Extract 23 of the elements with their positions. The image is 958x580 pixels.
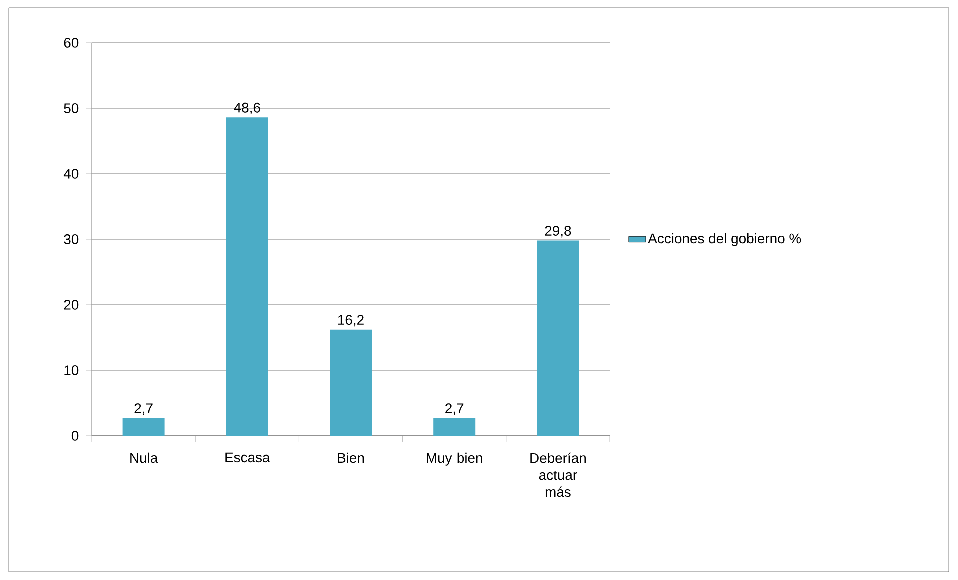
y-tick-label: 50 [64,104,79,114]
y-tick-label: 0 [72,431,79,441]
bar [122,418,165,436]
bar [330,330,372,436]
legend-label: Acciones del gobierno % [648,233,802,246]
y-tick-label: 10 [64,366,79,376]
data-label: 2,7 [134,404,153,416]
x-tick-label: Deberían actuar más [530,452,586,498]
y-tick-label: 40 [64,169,79,179]
bar [226,118,268,436]
bar [537,240,580,436]
x-tick-label: Nula [130,452,158,464]
y-tick-label: 30 [64,234,79,244]
x-tick-label: Escasa [226,452,270,463]
x-tick-label: Muy bien [427,452,482,466]
data-label: 16,2 [338,315,364,327]
data-label: 48,6 [234,102,260,114]
y-tick-label: 20 [64,300,79,310]
y-tick-label: 60 [64,38,79,48]
bar [434,418,476,436]
x-tick-label: Bien [338,452,364,464]
data-label: 29,8 [545,226,572,238]
data-label: 2,7 [446,404,464,416]
